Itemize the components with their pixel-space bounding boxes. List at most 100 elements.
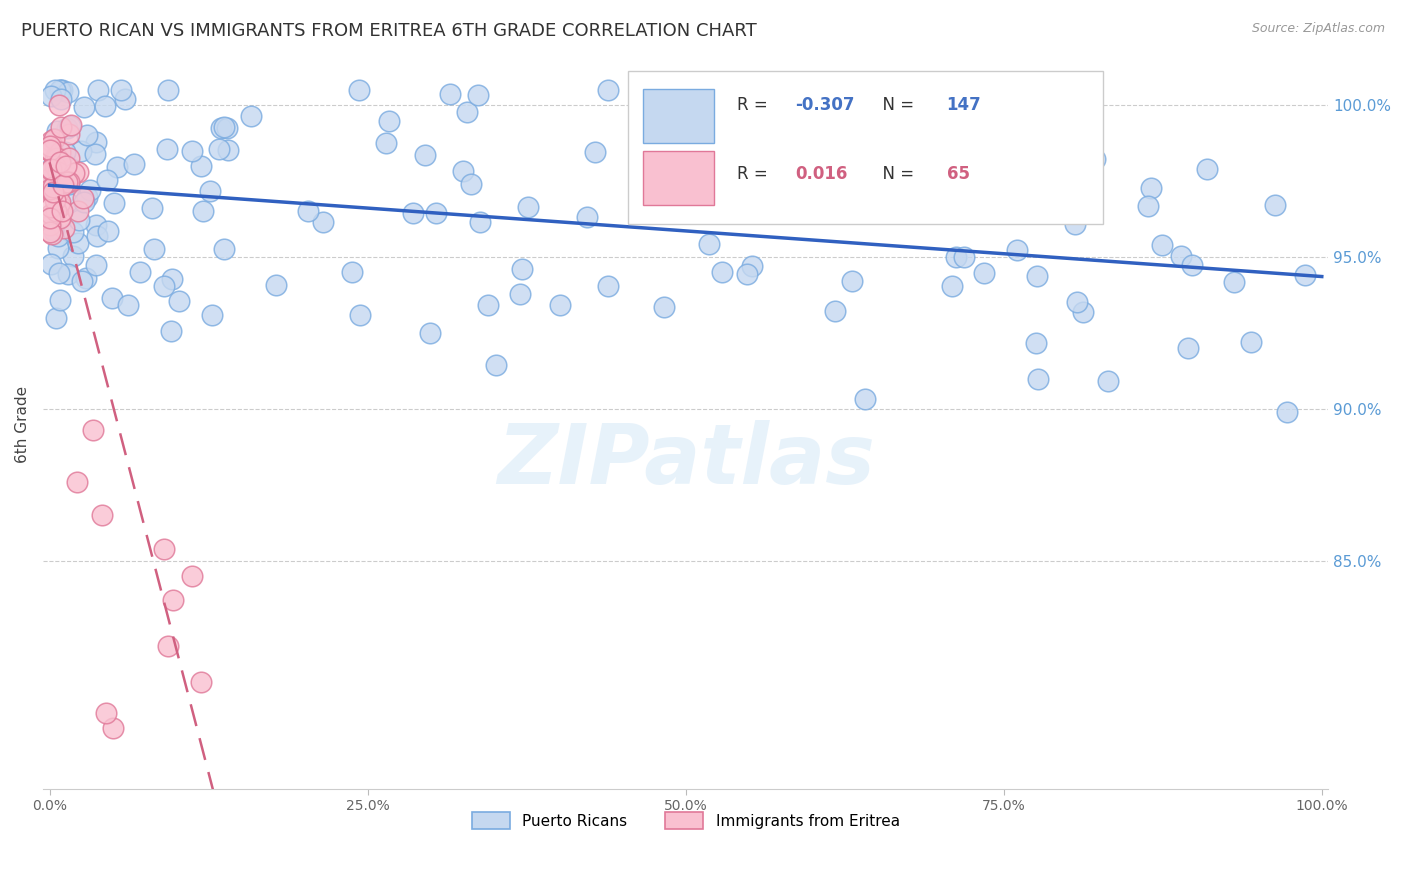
Point [297, 204, 319, 219]
Point [103, 196, 125, 211]
Point [56, 85, 79, 99]
Point [67, 235, 90, 250]
Point [49, 211, 72, 225]
Point [456, 105, 478, 120]
Point [1264, 197, 1286, 211]
Point [48, 98, 70, 112]
Point [153, 278, 176, 293]
Point [94, 99, 117, 113]
Point [39, 145, 62, 159]
Y-axis label: 6th Grade: 6th Grade [15, 385, 30, 463]
Point [143, 243, 166, 257]
Point [42, 180, 65, 194]
Point [1084, 152, 1107, 166]
Point [1177, 341, 1199, 355]
Point [1025, 336, 1047, 351]
Point [44, 153, 66, 167]
Point [73, 195, 96, 210]
Point [56, 120, 79, 135]
Point [510, 261, 533, 276]
Point [41, 207, 63, 221]
Point [741, 260, 763, 274]
Point [953, 250, 976, 264]
Point [44, 203, 66, 218]
Point [110, 83, 132, 97]
Point [583, 145, 606, 159]
Point [141, 202, 163, 216]
Point [1064, 218, 1087, 232]
Point [51, 204, 73, 219]
Point [156, 142, 179, 156]
Point [1080, 183, 1102, 197]
Point [96, 706, 118, 720]
Point [824, 304, 846, 318]
Point [239, 109, 262, 123]
Point [67, 212, 90, 227]
Point [114, 92, 136, 106]
Point [84, 258, 107, 272]
Point [209, 120, 232, 135]
Point [41, 167, 63, 181]
FancyBboxPatch shape [628, 70, 1104, 224]
Point [467, 87, 489, 102]
Point [1071, 305, 1094, 319]
Point [86, 83, 108, 97]
Point [697, 236, 720, 251]
Point [76, 128, 98, 142]
Point [49, 194, 72, 209]
Point [39, 134, 62, 148]
Point [1181, 258, 1204, 272]
Point [122, 157, 145, 171]
Point [596, 279, 619, 293]
Point [737, 267, 759, 281]
Point [75, 270, 97, 285]
Point [1150, 237, 1173, 252]
Point [679, 124, 702, 138]
Point [853, 392, 876, 406]
Point [1223, 275, 1246, 289]
Point [1026, 372, 1049, 386]
Point [41, 160, 63, 174]
Point [763, 155, 786, 169]
Text: N =: N = [872, 165, 920, 183]
Point [39, 143, 62, 157]
FancyBboxPatch shape [644, 151, 714, 205]
Text: R =: R = [737, 96, 773, 114]
Legend: Puerto Ricans, Immigrants from Eritrea: Puerto Ricans, Immigrants from Eritrea [465, 805, 905, 836]
Point [39, 171, 62, 186]
Point [419, 326, 441, 341]
Point [340, 265, 363, 279]
Point [45, 178, 67, 193]
Point [70, 274, 93, 288]
Text: ZIPatlas: ZIPatlas [496, 420, 875, 501]
Point [105, 160, 128, 174]
Point [208, 142, 231, 156]
Point [45, 149, 67, 163]
Point [45, 311, 67, 326]
Point [52, 178, 75, 192]
Point [39, 162, 62, 177]
Point [58, 120, 80, 134]
Point [39, 219, 62, 233]
Point [596, 83, 619, 97]
Text: Source: ZipAtlas.com: Source: ZipAtlas.com [1251, 22, 1385, 36]
Point [39, 226, 62, 240]
Point [413, 147, 436, 161]
Point [374, 136, 396, 150]
Point [48, 179, 70, 194]
Point [46, 186, 69, 200]
Point [1195, 161, 1218, 176]
Point [39, 162, 62, 177]
Point [1239, 334, 1261, 349]
Point [191, 203, 214, 218]
Point [157, 639, 180, 653]
Point [378, 113, 401, 128]
Point [349, 308, 371, 322]
Point [39, 200, 62, 214]
FancyBboxPatch shape [644, 89, 714, 144]
Point [652, 300, 675, 314]
Point [49, 175, 72, 189]
Point [48, 267, 70, 281]
Point [160, 324, 183, 338]
Point [79, 183, 101, 197]
